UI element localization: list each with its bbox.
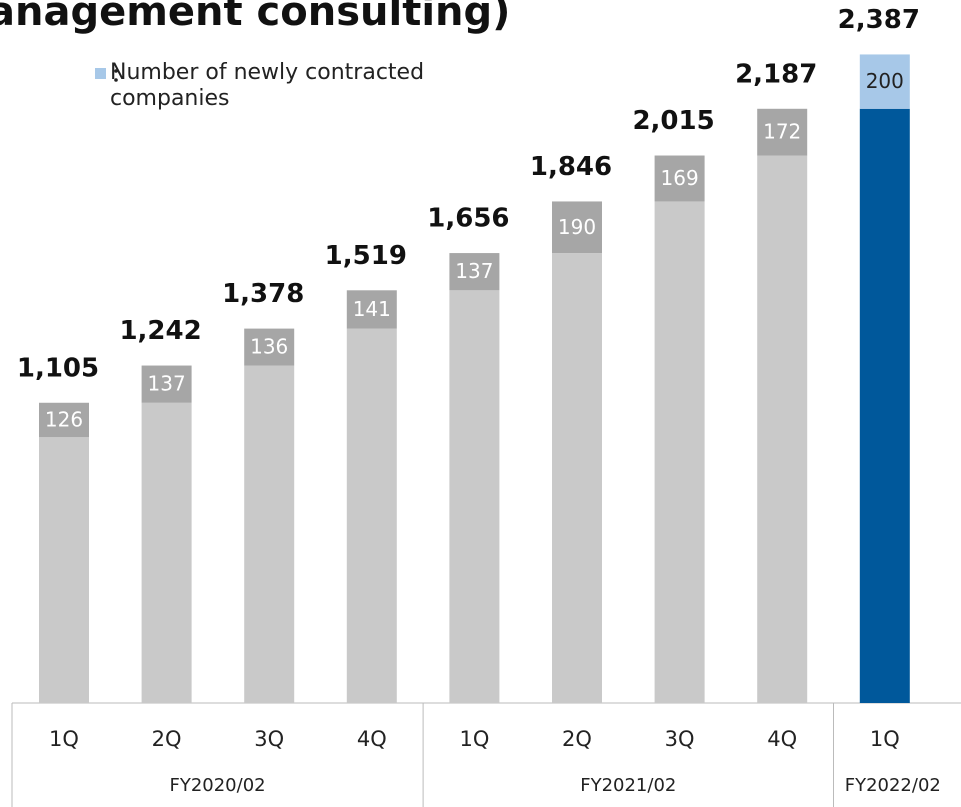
bar-segment [449, 253, 500, 291]
bar-segment [244, 365, 295, 703]
x-tick-label: 3Q [665, 727, 695, 751]
x-tick-label: 2Q [562, 727, 592, 751]
bar-segment [449, 290, 500, 703]
bar-segment [552, 201, 602, 254]
total-label: 1,519 [325, 241, 407, 271]
segment-label: 126 [45, 407, 83, 431]
segment-label: 172 [763, 120, 801, 144]
legend-swatch [95, 68, 106, 79]
bar-segment [757, 155, 808, 703]
bar-segment [141, 365, 192, 403]
bar-segment [654, 155, 705, 202]
segment-label: 169 [661, 166, 699, 190]
x-tick-label: 3Q [254, 727, 284, 751]
bar-segment [859, 108, 910, 703]
x-tick-label: 1Q [870, 727, 900, 751]
segment-label: 141 [353, 297, 391, 321]
bar-segment [757, 108, 808, 156]
legend-colon [114, 78, 118, 82]
segment-label: 137 [148, 372, 186, 396]
chart-title: anagement consulting) [0, 0, 510, 35]
bar-segment [654, 201, 705, 703]
group-label: FY2020/02 [169, 775, 265, 796]
group-label: FY2021/02 [580, 775, 676, 796]
total-label: 1,105 [17, 353, 99, 383]
bar-segment [244, 328, 295, 366]
legend-label: Number of newly contracted companies [110, 60, 425, 111]
x-tick-label: 4Q [357, 727, 387, 751]
segment-label: 200 [866, 69, 904, 93]
total-label: 1,846 [530, 152, 612, 182]
bar-segment [346, 328, 397, 703]
group-label: FY2022/02 [845, 775, 941, 796]
legend-colon [114, 69, 118, 73]
bar-segment [859, 54, 910, 109]
total-label: 1,242 [119, 316, 201, 346]
bar-segment [39, 402, 89, 438]
total-label: 2,015 [632, 106, 714, 136]
bar-segment [346, 290, 397, 329]
total-label: 2,187 [735, 59, 817, 89]
x-tick-label: 4Q [767, 727, 797, 751]
segment-label: 136 [250, 335, 288, 359]
segment-label: 137 [455, 259, 493, 283]
segment-label: 190 [558, 215, 596, 239]
x-tick-label: 1Q [459, 727, 489, 751]
total-label: 2,387 [838, 5, 920, 35]
bar-segment [141, 402, 192, 703]
bar-segment [39, 437, 89, 703]
x-tick-label: 1Q [49, 727, 79, 751]
total-label: 1,656 [427, 204, 509, 234]
bar-segment [552, 253, 602, 703]
total-label: 1,378 [222, 279, 304, 309]
x-tick-label: 2Q [152, 727, 182, 751]
